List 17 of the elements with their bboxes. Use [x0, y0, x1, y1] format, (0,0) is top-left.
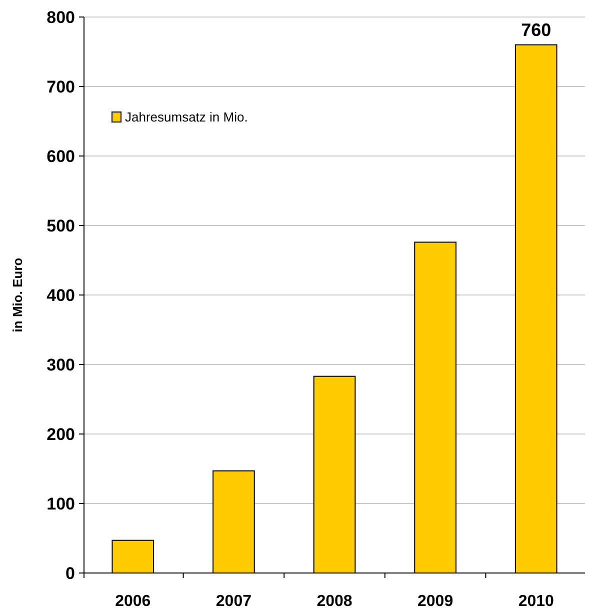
x-tick-label: 2008: [316, 593, 352, 610]
data-label: 760: [521, 20, 552, 40]
legend-label: Jahresumsatz in Mio.: [125, 110, 248, 125]
x-tick-label: 2006: [115, 593, 151, 610]
x-tick-label: 2010: [518, 593, 554, 610]
y-tick-label: 100: [46, 494, 75, 514]
y-tick-label: 400: [46, 286, 75, 305]
x-tick-label: 2009: [418, 593, 454, 610]
y-axis-title: in Mio. Euro: [10, 258, 25, 332]
y-tick-label: 800: [46, 8, 75, 27]
y-tick-label: 0: [66, 564, 75, 583]
y-tick-label: 700: [46, 77, 75, 96]
x-tick-label: 2007: [216, 593, 252, 610]
y-tick-label: 300: [46, 355, 75, 374]
y-tick-label: 200: [46, 424, 75, 444]
y-tick-label: 600: [46, 146, 75, 166]
y-tick-label: 500: [46, 216, 75, 236]
